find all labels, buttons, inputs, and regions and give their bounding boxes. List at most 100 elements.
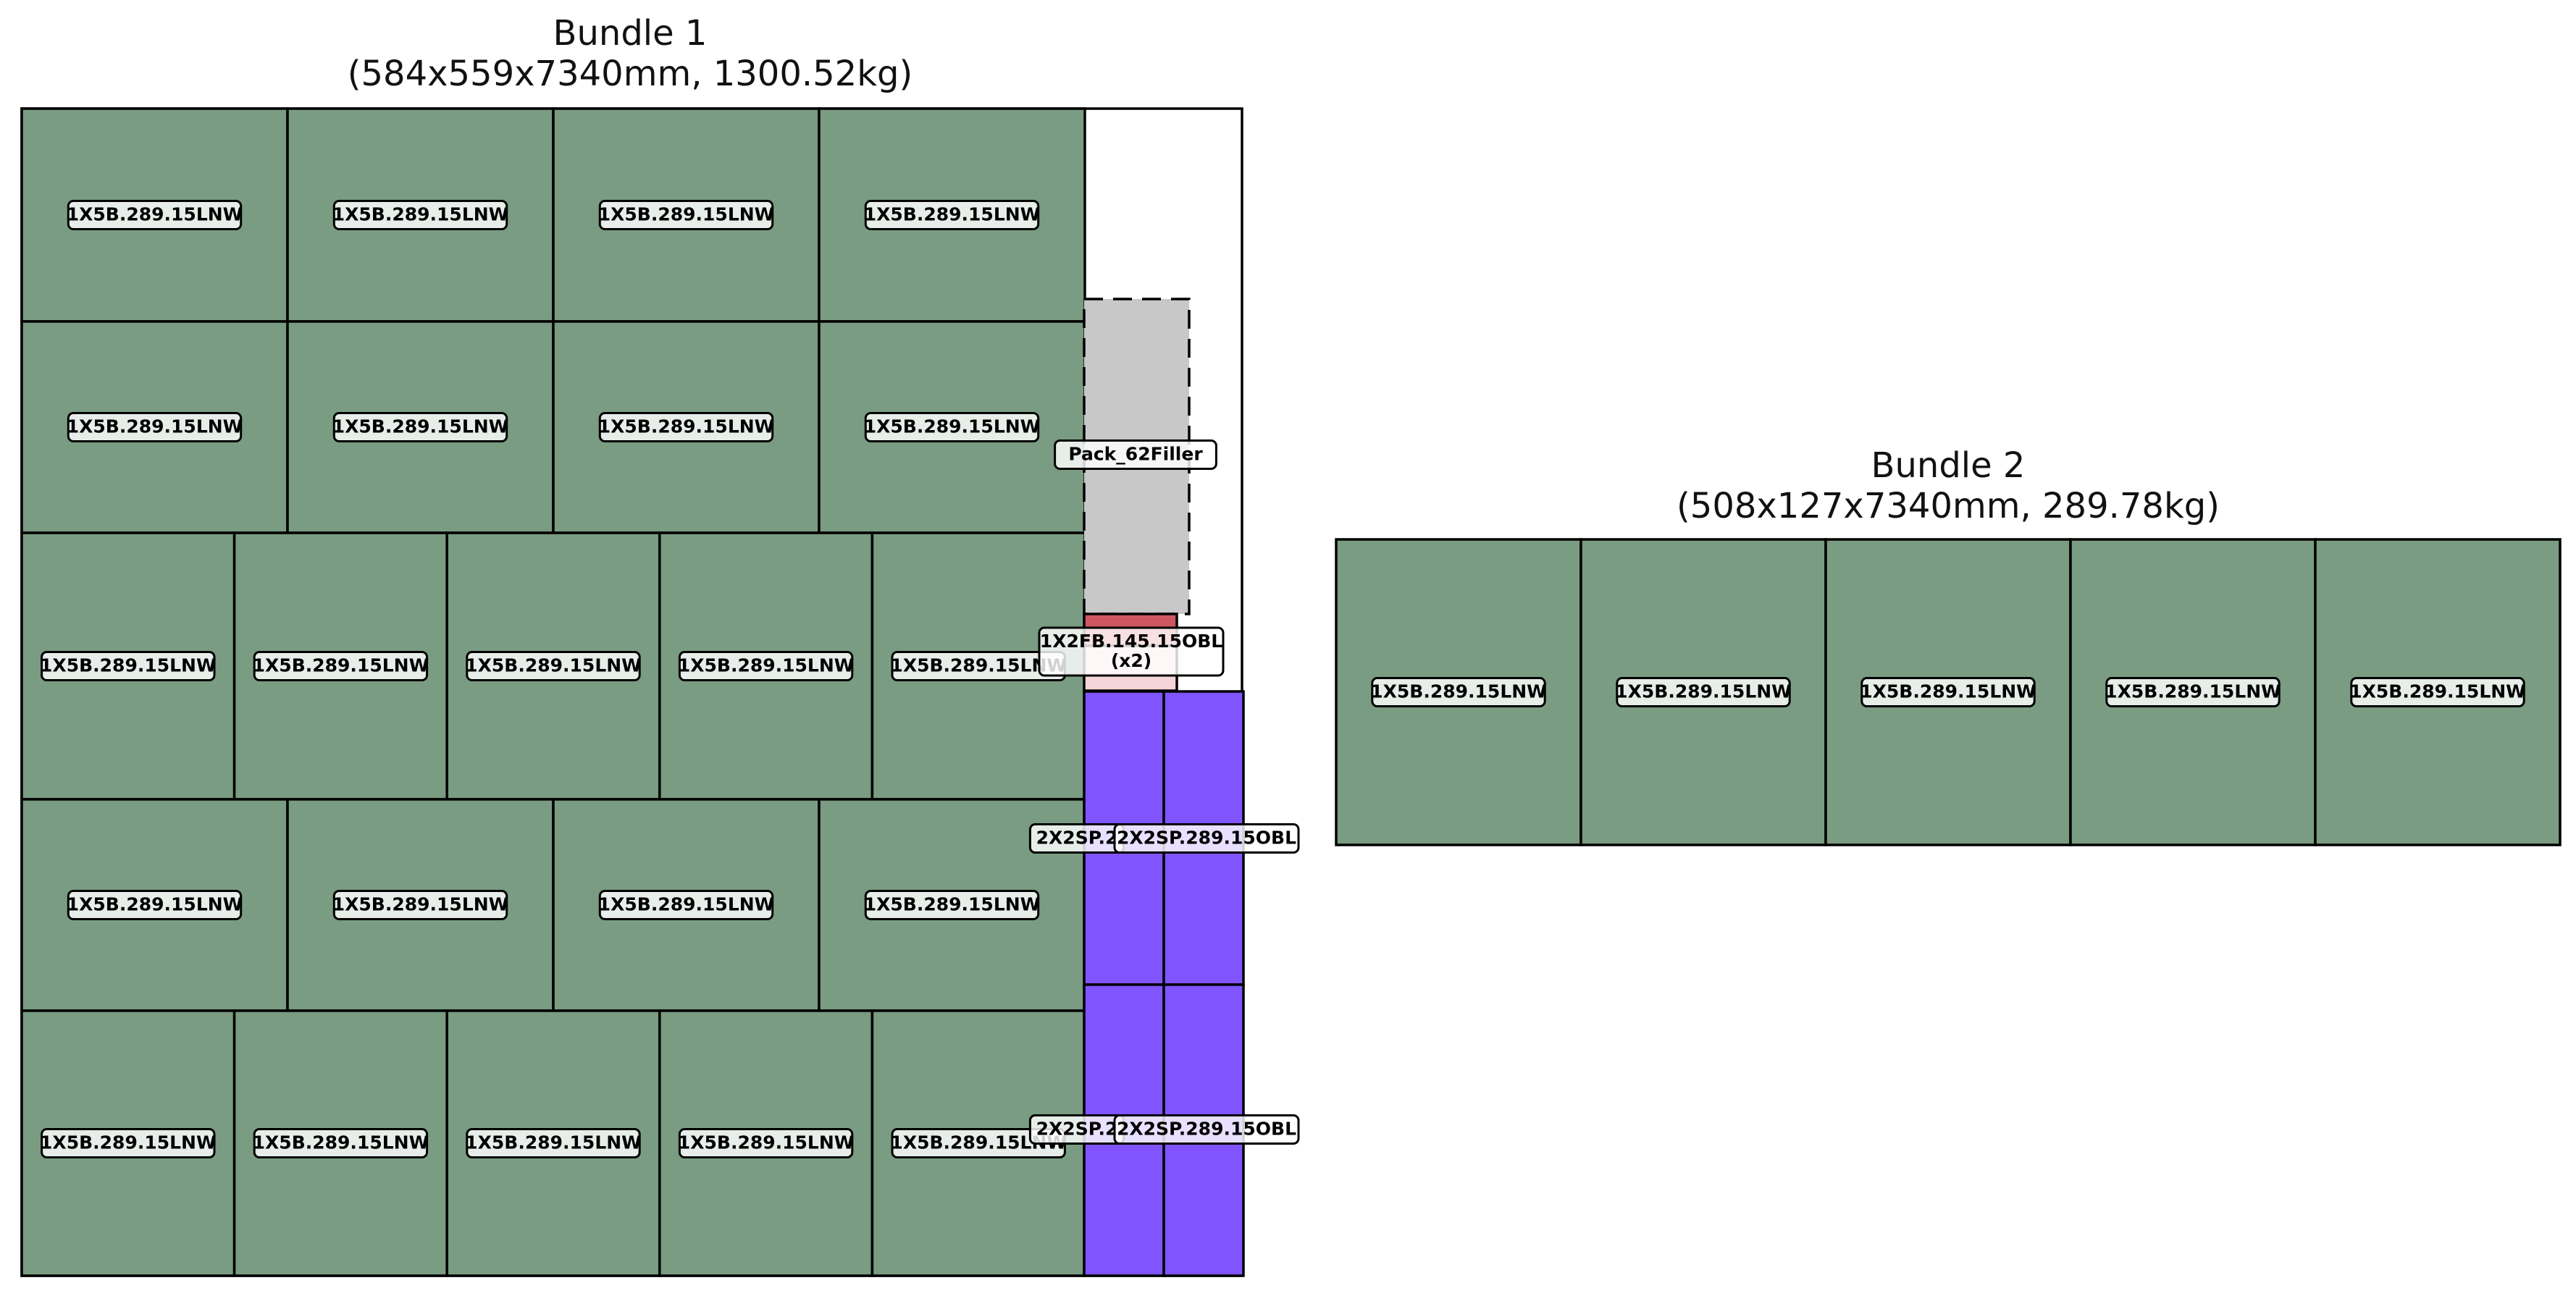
lnw-label-box (332, 890, 508, 920)
lnw-label-text: 1X5B.289.15LNW (678, 1132, 855, 1153)
lnw-label-text: 1X5B.289.15LNW (864, 894, 1041, 915)
lnw-label: 1X5B.289.15LNW (67, 890, 243, 920)
lnw-label-text: 1X5B.289.15LNW (253, 655, 429, 676)
bundle-1-dimensions: (584x559x7340mm, 1300.52kg) (347, 54, 913, 94)
obl-label-truncated-text: 2X2SP.2 (1036, 828, 1118, 849)
lnw-label-text: 1X5B.289.15LNW (67, 894, 243, 915)
lnw-label-box (1616, 677, 1791, 707)
lnw-label-box (1371, 677, 1546, 707)
lnw-label-text: 1X5B.289.15LNW (332, 204, 509, 225)
lnw-label-text: 1X5B.289.15LNW (864, 204, 1041, 225)
obl-label-box (1113, 1114, 1300, 1145)
lnw-label: 1X5B.289.15LNW (332, 890, 509, 920)
obl-label-text: 2X2SP.289.15OBL (1117, 1119, 1296, 1140)
bundle-2-name: Bundle 2 (1871, 445, 2026, 486)
lnw-label: 1X5B.289.15LNW (864, 200, 1041, 230)
lnw-label: 1X5B.289.15LNW (465, 651, 642, 681)
lnw-label-box (67, 200, 243, 230)
bundle-2-dimensions: (508x127x7340mm, 289.78kg) (1677, 486, 2220, 526)
lnw-label: 1X5B.289.15LNW (598, 200, 775, 230)
lnw-label: 1X5B.289.15LNW (890, 651, 1067, 681)
bundle-2-title: Bundle 2 (508x127x7340mm, 289.78kg) (1528, 445, 2368, 526)
lnw-label: 1X5B.289.15LNW (253, 1128, 429, 1158)
lnw-label-box (67, 412, 243, 442)
lnw-label-text: 1X5B.289.15LNW (1370, 681, 1547, 702)
lnw-label-box (253, 651, 429, 681)
flat-bar-label-box (1038, 626, 1225, 677)
lnw-label: 1X5B.289.15LNW (332, 200, 509, 230)
lnw-label: 1X5B.289.15LNW (253, 651, 429, 681)
lnw-label-text: 1X5B.289.15LNW (678, 655, 855, 676)
flat-bar-label-text: 1X2FB.145.15OBL (1040, 631, 1222, 652)
lnw-label-text: 1X5B.289.15LNW (864, 416, 1041, 437)
obl-label: 2X2SP.289.15OBL (1113, 1114, 1300, 1145)
lnw-label-text: 1X5B.289.15LNW (598, 894, 775, 915)
lnw-label-box (466, 1128, 641, 1158)
obl-label-box (1113, 823, 1300, 854)
lnw-label-text: 1X5B.289.15LNW (1615, 681, 1792, 702)
lnw-label-box (864, 412, 1040, 442)
lnw-label: 1X5B.289.15LNW (67, 412, 243, 442)
lnw-label-text: 1X5B.289.15LNW (890, 655, 1067, 676)
lnw-label: 1X5B.289.15LNW (1370, 677, 1547, 707)
lnw-label: 1X5B.289.15LNW (598, 412, 775, 442)
lnw-label-box (466, 651, 641, 681)
obl-label-text: 2X2SP.289.15OBL (1117, 828, 1296, 849)
lnw-label-box (678, 651, 854, 681)
filler-label: Pack_62Filler (1054, 439, 1217, 470)
lnw-label-text: 1X5B.289.15LNW (598, 416, 775, 437)
bundle-1-name: Bundle 1 (553, 13, 708, 54)
lnw-label-text: 1X5B.289.15LNW (598, 204, 775, 225)
flat-bar-label: 1X2FB.145.15OBL(x2) (1038, 626, 1225, 677)
lnw-label-text: 1X5B.289.15LNW (332, 894, 509, 915)
lnw-label-box (864, 890, 1040, 920)
lnw-label-box (678, 1128, 854, 1158)
obl-label-truncated: 2X2SP.2 (1028, 823, 1125, 854)
lnw-label: 1X5B.289.15LNW (1615, 677, 1792, 707)
lnw-label-text: 1X5B.289.15LNW (40, 1132, 217, 1153)
lnw-label: 1X5B.289.15LNW (678, 651, 855, 681)
lnw-label-text: 1X5B.289.15LNW (2105, 681, 2281, 702)
lnw-label-box (41, 651, 216, 681)
lnw-label-box (598, 412, 774, 442)
lnw-label: 1X5B.289.15LNW (465, 1128, 642, 1158)
lnw-label: 1X5B.289.15LNW (678, 1128, 855, 1158)
lnw-label: 1X5B.289.15LNW (2105, 677, 2281, 707)
lnw-label-text: 1X5B.289.15LNW (1860, 681, 2036, 702)
lnw-label-box (864, 200, 1040, 230)
lnw-label-text: 1X5B.289.15LNW (465, 655, 642, 676)
lnw-label: 1X5B.289.15LNW (2349, 677, 2526, 707)
lnw-label-text: 1X5B.289.15LNW (465, 1132, 642, 1153)
bundle-1-title: Bundle 1 (584x559x7340mm, 1300.52kg) (210, 13, 1050, 94)
lnw-label-box (67, 890, 243, 920)
obl-label: 2X2SP.289.15OBL (1113, 823, 1300, 854)
lnw-label-box (41, 1128, 216, 1158)
obl-label-truncated: 2X2SP.2 (1028, 1114, 1125, 1145)
lnw-label-text: 1X5B.289.15LNW (67, 204, 243, 225)
lnw-label-box (2350, 677, 2525, 707)
filler-label-text: Pack_62Filler (1068, 444, 1203, 465)
lnw-label-box (598, 200, 774, 230)
lnw-label: 1X5B.289.15LNW (332, 412, 508, 442)
lnw-label: 1X5B.289.15LNW (1860, 677, 2036, 707)
lnw-label-text: 1X5B.289.15LNW (253, 1132, 429, 1153)
lnw-label-box (332, 200, 508, 230)
lnw-label-text: 1X5B.289.15LNW (67, 416, 243, 437)
lnw-label: 1X5B.289.15LNW (40, 1128, 217, 1158)
flat-bar-label-text: (x2) (1111, 650, 1151, 671)
lnw-label-box (598, 890, 774, 920)
lnw-label: 1X5B.289.15LNW (598, 890, 775, 920)
obl-label-truncated-text: 2X2SP.2 (1036, 1119, 1118, 1140)
lnw-label-box (253, 1128, 429, 1158)
lnw-label-text: 1X5B.289.15LNW (40, 655, 217, 676)
filler-label-box (1054, 439, 1217, 470)
lnw-label: 1X5B.289.15LNW (40, 651, 217, 681)
lnw-label: 1X5B.289.15LNW (864, 412, 1041, 442)
lnw-label: 1X5B.289.15LNW (864, 890, 1041, 920)
lnw-label-box (332, 412, 508, 442)
lnw-package (286, 107, 555, 323)
lnw-label-box (2105, 677, 2281, 707)
lnw-label: 1X5B.289.15LNW (67, 200, 243, 230)
lnw-label-text: 1X5B.289.15LNW (2349, 681, 2526, 702)
